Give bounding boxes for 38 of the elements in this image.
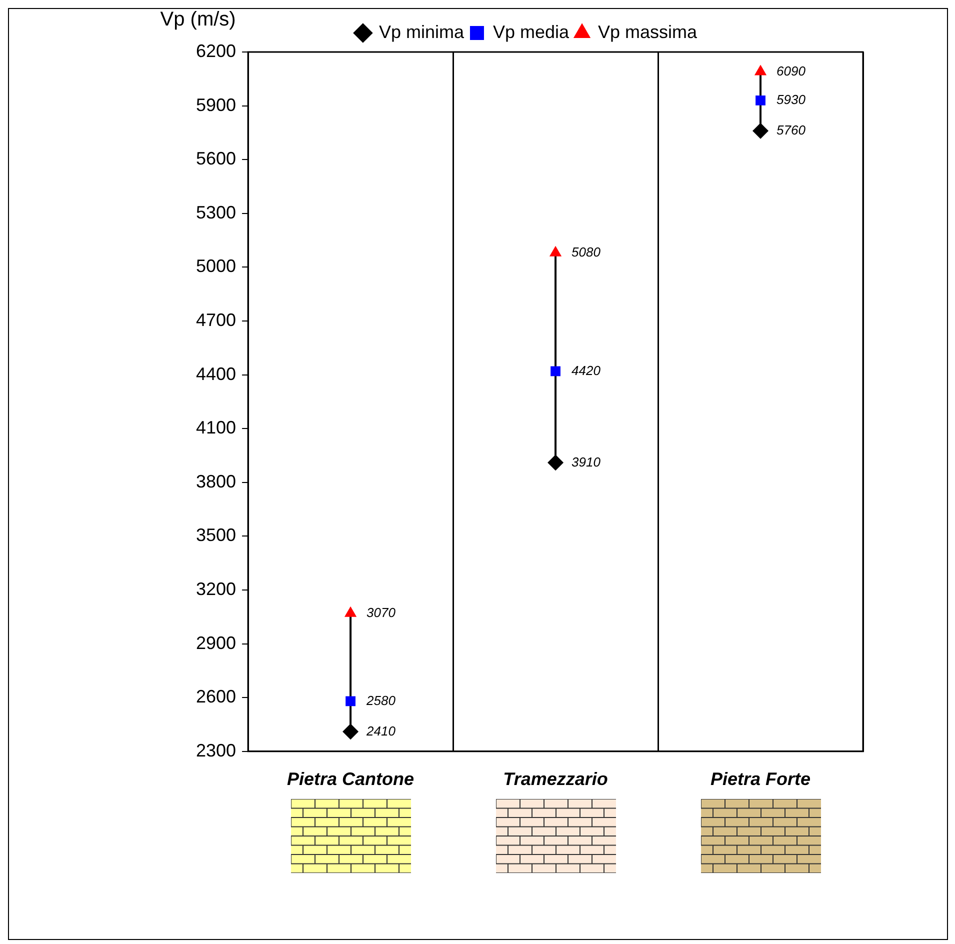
point [342,724,359,740]
point [756,95,766,106]
x-tick-label: Pietra Cantone [287,769,414,790]
data-label: 4420 [572,362,602,378]
legend-label: Vp massima [598,22,698,42]
data-label: 6090 [776,63,806,78]
data-label: 5760 [776,122,806,138]
y-tick-label: 5000 [196,256,236,276]
point [752,122,769,139]
point [549,246,562,256]
legend-label: Vp minima [378,22,465,42]
y-tick-label: 6200 [196,40,236,61]
y-tick-label: 2900 [196,632,236,653]
x-tick-label: Pietra Forte [710,769,811,790]
data-label: 2580 [366,692,396,708]
y-tick-label: 5600 [196,148,236,169]
y-tick-label: 2600 [196,686,236,707]
y-tick-label: 4100 [196,418,236,438]
y-tick-label: 2300 [196,740,236,760]
y-tick-label: 4400 [196,364,236,384]
point [346,696,356,706]
y-tick-label: 3200 [196,578,236,599]
x-tick-label: Tramezzario [503,769,608,790]
y-tick-label: 3500 [196,525,236,546]
point [550,366,560,376]
data-label: 2410 [366,723,396,738]
data-label: 5930 [776,92,806,108]
point [754,64,767,76]
data-label: 3910 [572,454,602,470]
y-axis-title: Vp (m/s) [160,8,236,31]
y-tick-label: 4700 [196,310,236,330]
data-label: 3070 [366,604,396,620]
y-tick-label: 5900 [196,94,236,115]
y-tick-label: 5300 [196,202,236,222]
legend-label: Vp media [492,22,570,42]
point [548,454,564,471]
data-label: 5080 [572,244,602,260]
y-tick-label: 3800 [196,471,236,492]
